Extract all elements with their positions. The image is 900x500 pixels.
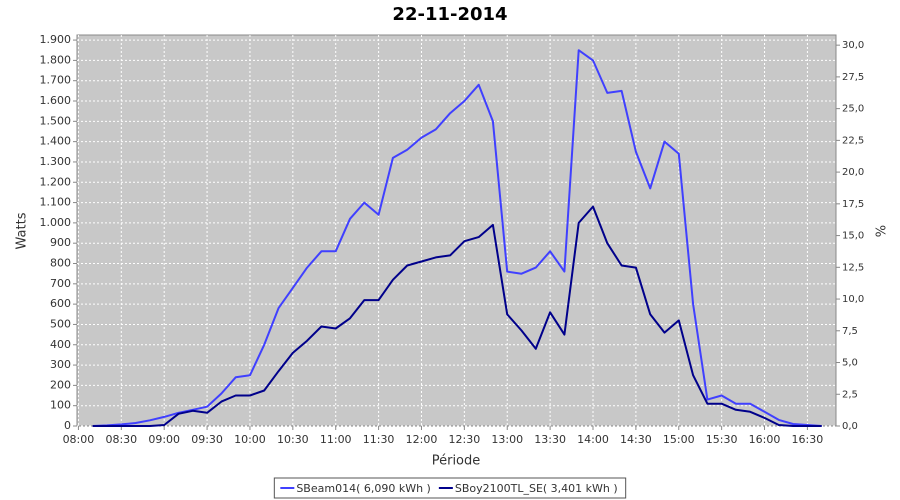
y2-tick-label: 30,0 <box>842 40 864 51</box>
x-tick-label: 09:00 <box>148 433 180 446</box>
y2-axis-label: % <box>875 225 890 237</box>
y2-tick-label: 22,5 <box>842 135 864 146</box>
y-tick-label: 1.900 <box>40 33 72 46</box>
series-line <box>92 49 822 427</box>
y-tick-label: 200 <box>50 378 71 391</box>
y-tick-label: 300 <box>50 358 71 371</box>
x-tick-label: 15:00 <box>663 433 695 446</box>
x-tick-label: 16:30 <box>792 433 824 446</box>
legend: SBeam014( 6,090 kWh ) SBoy2100TL_SE( 3,40… <box>273 477 627 499</box>
x-tick-label: 11:30 <box>363 433 395 446</box>
y-tick-label: 500 <box>50 317 71 330</box>
y2-tick-label: 25,0 <box>842 104 864 115</box>
y-tick-label: 800 <box>50 257 71 270</box>
x-tick-label: 08:30 <box>105 433 137 446</box>
x-tick-label: 16:00 <box>749 433 781 446</box>
y2-tick-label: 5,0 <box>842 358 858 369</box>
y-tick-label: 0 <box>64 419 71 432</box>
x-tick-label: 10:30 <box>277 433 309 446</box>
y-tick-label: 1.700 <box>40 74 72 87</box>
x-axis-label: Période <box>432 454 481 469</box>
y-tick-label: 1.300 <box>40 155 72 168</box>
legend-label: SBeam014( 6,090 kWh ) <box>296 482 431 495</box>
y-tick-label: 1.400 <box>40 135 72 148</box>
x-tick-label: 15:30 <box>706 433 738 446</box>
x-tick-label: 10:00 <box>234 433 266 446</box>
y2-tick-label: 15,0 <box>842 231 864 242</box>
y-tick-label: 1.600 <box>40 94 72 107</box>
chart-title: 22-11-2014 <box>392 4 507 25</box>
series-line <box>92 205 822 427</box>
y-tick-label: 900 <box>50 236 71 249</box>
y2-tick-label: 12,5 <box>842 262 864 273</box>
y-tick-label: 1.800 <box>40 53 72 66</box>
x-tick-label: 13:00 <box>491 433 523 446</box>
y-axis-label: Watts <box>15 212 30 249</box>
x-tick-label: 12:30 <box>449 433 481 446</box>
y-tick-label: 100 <box>50 399 71 412</box>
y2-tick-label: 17,5 <box>842 199 864 210</box>
y-tick-label: 600 <box>50 297 71 310</box>
y-tick-label: 400 <box>50 338 71 351</box>
x-tick-label: 14:00 <box>577 433 609 446</box>
x-tick-label: 08:00 <box>63 433 95 446</box>
y-tick-label: 1.500 <box>40 114 72 127</box>
x-tick-label: 14:30 <box>620 433 652 446</box>
legend-label: SBoy2100TL_SE( 3,401 kWh ) <box>455 482 618 495</box>
y-tick-label: 1.100 <box>40 196 72 209</box>
y-tick-label: 1.000 <box>40 216 72 229</box>
x-tick-label: 13:30 <box>534 433 566 446</box>
x-tick-label: 11:00 <box>320 433 352 446</box>
x-tick-label: 12:00 <box>406 433 438 446</box>
y2-tick-label: 10,0 <box>842 294 864 305</box>
y2-tick-label: 7,5 <box>842 326 858 337</box>
y2-tick-label: 2,5 <box>842 389 858 400</box>
y2-tick-label: 20,0 <box>842 167 864 178</box>
y-tick-label: 700 <box>50 277 71 290</box>
y-tick-label: 1.200 <box>40 175 72 188</box>
x-tick-label: 09:30 <box>191 433 223 446</box>
y2-tick-label: 0,0 <box>842 421 858 432</box>
plot-area <box>76 34 837 427</box>
y2-tick-label: 27,5 <box>842 72 864 83</box>
